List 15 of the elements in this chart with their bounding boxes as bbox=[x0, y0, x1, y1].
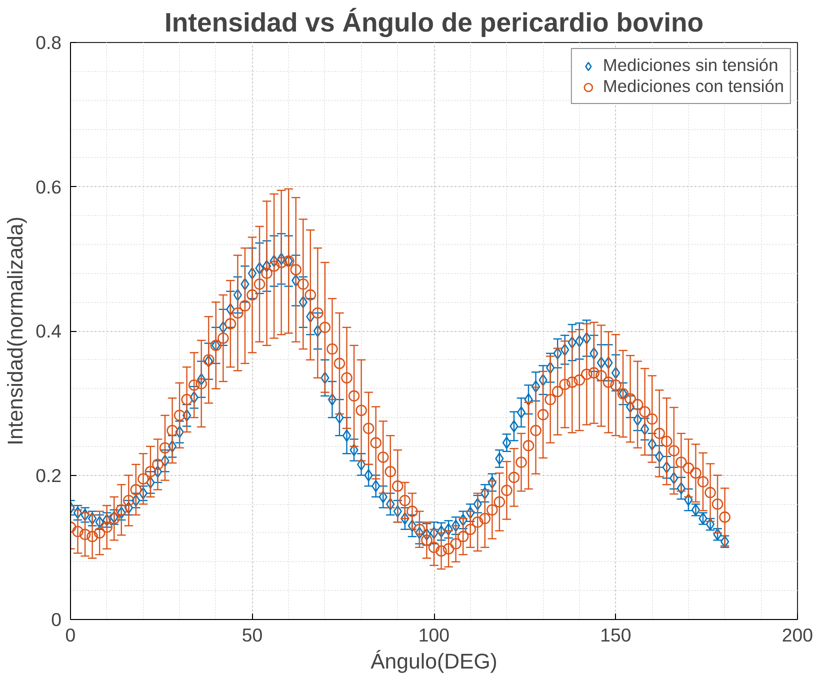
chart-title: Intensidad vs Ángulo de pericardio bovino bbox=[164, 8, 704, 38]
x-tick-label: 200 bbox=[782, 624, 814, 646]
y-tick-label: 0.6 bbox=[36, 176, 62, 198]
x-tick-label: 0 bbox=[65, 624, 76, 646]
y-tick-label: 0 bbox=[51, 609, 62, 630]
x-tick-label: 100 bbox=[418, 624, 450, 646]
y-axis-title: Intensidad(normalizada) bbox=[4, 216, 28, 446]
y-tick-label: 0.2 bbox=[36, 464, 62, 486]
legend-label: Mediciones sin tensión bbox=[602, 55, 778, 76]
y-tick-label: 0.8 bbox=[36, 32, 62, 53]
y-tick-label: 0.4 bbox=[36, 320, 62, 342]
x-tick-label: 50 bbox=[242, 624, 263, 646]
x-axis-title: Ángulo(DEG) bbox=[370, 650, 498, 674]
legend-label: Mediciones con tensión bbox=[602, 76, 784, 97]
x-tick-label: 150 bbox=[600, 624, 632, 646]
